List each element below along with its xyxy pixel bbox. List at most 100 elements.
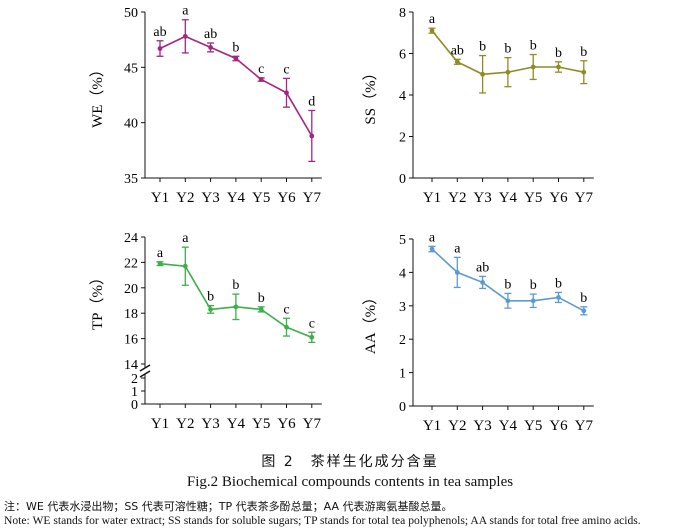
chart3-y-tick-label: 20 [124, 282, 138, 297]
chart2-data-point [505, 69, 511, 75]
chart1-significance-letter: ab [204, 27, 217, 42]
chart4-data-point [454, 270, 460, 275]
chart3-data-point [284, 324, 289, 330]
chart3-x-tick-label: Y2 [176, 416, 194, 432]
chart2-y-tick-label: 2 [399, 131, 406, 146]
chart1-significance-letter: d [308, 94, 315, 109]
chart4-significance-letter: b [504, 277, 511, 292]
chart3-y-tick-label: 18 [124, 307, 138, 322]
chart3-significance-letter: c [309, 316, 315, 331]
chart4-y-tick-label: 3 [399, 300, 406, 315]
chart4-significance-letter: a [454, 241, 461, 256]
chart2-x-tick-label: Y2 [448, 190, 466, 206]
chart2-x-tick-label: Y3 [473, 190, 491, 206]
chart2-y-tick-label: 0 [399, 172, 406, 187]
chart4-data-point [480, 280, 485, 285]
chart1-data-point [258, 77, 264, 82]
chart1-data-point [233, 56, 239, 61]
chart3-y-tick-label: 24 [124, 231, 138, 246]
caption-english: Fig.2 Biochemical compounds contents in … [186, 474, 514, 490]
chart2-data-point [480, 71, 485, 77]
chart3-data-point [309, 334, 315, 340]
chart1-x-tick-label: Y5 [252, 190, 270, 206]
chart2-y-tick-label: 6 [399, 48, 406, 63]
chart2-significance-letter: b [530, 39, 537, 54]
chart1-y-tick-label: 40 [124, 117, 138, 132]
chart3-axis-break-mark [139, 370, 151, 378]
chart2-data-point [530, 64, 536, 70]
chart3-significance-letter: c [283, 302, 289, 317]
chart3-y-tick-label-lower: 2 [131, 372, 138, 387]
chart4-x-tick-label: Y5 [524, 418, 542, 434]
chart4-y-tick-label: 0 [399, 400, 406, 415]
chart3-significance-letter: a [182, 231, 189, 246]
chart3-y-tick-label: 14 [124, 358, 138, 373]
chart1-x-tick-label: Y3 [201, 190, 219, 206]
chart2-x-tick-label: Y6 [549, 190, 568, 206]
chart4-data-point [581, 308, 587, 314]
chart1-x-tick-label: Y1 [151, 190, 169, 206]
chart4-significance-letter: a [429, 230, 436, 245]
chart3-axis-break-mark [139, 364, 151, 372]
chart2-significance-letter: a [429, 12, 436, 27]
chart1-data-point [182, 33, 188, 39]
chart4-x-tick-label: Y1 [423, 418, 441, 434]
chart3-x-tick-label: Y4 [227, 416, 246, 432]
chart3-x-tick-label: Y1 [151, 416, 169, 432]
chart3-significance-letter: b [232, 278, 239, 293]
chart4-data-point [556, 295, 561, 300]
chart4-x-tick-label: Y6 [549, 418, 568, 434]
chart2-significance-letter: b [504, 42, 511, 57]
chart2-significance-letter: b [479, 40, 486, 55]
chart1-x-tick-label: Y6 [277, 190, 296, 206]
chart1-y-axis-label: WE（%） [89, 62, 106, 128]
chart3-data-point [208, 306, 214, 312]
chart4-y-tick-label: 4 [399, 266, 406, 281]
chart3-significance-letter: b [207, 290, 214, 305]
caption-chinese: 图 2 茶样生化成分含量 [261, 454, 439, 470]
chart4-y-tick-label: 2 [399, 333, 406, 348]
chart3-significance-letter: b [258, 291, 265, 306]
chart1-significance-letter: b [232, 40, 239, 55]
chart1-y-tick-label: 35 [124, 172, 138, 187]
chart3-x-tick-label: Y5 [252, 416, 270, 432]
chart3-significance-letter: a [157, 246, 164, 261]
chart2-significance-letter: b [580, 45, 587, 60]
chart4-data-point [429, 246, 435, 252]
chart1-data-point [208, 45, 214, 50]
chart3-x-tick-label: Y3 [201, 416, 219, 432]
chart1-significance-letter: ab [153, 25, 166, 40]
chart4-significance-letter: b [530, 278, 537, 293]
chart4-y-tick-label: 1 [399, 367, 406, 382]
chart3-data-point [157, 261, 163, 267]
chart1-data-point [157, 46, 163, 51]
chart2-y-tick-label: 4 [399, 89, 406, 104]
chart2-data-point [556, 64, 561, 70]
chart2-y-tick-label: 8 [399, 6, 406, 21]
chart2-x-tick-label: Y5 [524, 190, 542, 206]
chart2-x-tick-label: Y4 [499, 190, 518, 206]
chart4-x-tick-label: Y4 [499, 418, 518, 434]
chart4-data-point [505, 298, 511, 304]
chart4-x-tick-label: Y2 [448, 418, 466, 434]
chart4-y-tick-label: 5 [399, 233, 406, 248]
chart3-y-tick-label: 16 [124, 333, 138, 348]
chart1-x-tick-label: Y7 [303, 190, 322, 206]
chart4-significance-letter: b [580, 291, 587, 306]
chart3-data-point [182, 263, 188, 269]
chart2-significance-letter: b [555, 46, 562, 61]
chart1-y-tick-label: 50 [124, 6, 138, 21]
chart1-data-point [309, 133, 315, 139]
chart3-x-tick-label: Y7 [303, 416, 322, 432]
chart3-data-point [233, 304, 239, 310]
chart3-y-tick-label-lower: 0 [131, 398, 138, 413]
chart1-y-tick-label: 45 [124, 61, 138, 76]
note-english: Note: WE stands for water extract; SS st… [4, 514, 641, 527]
chart2-y-axis-label: SS（%） [362, 65, 379, 124]
chart1-significance-letter: c [283, 62, 289, 77]
chart2-data-point [454, 59, 460, 65]
chart4-x-tick-label: Y3 [473, 418, 491, 434]
note-chinese: 注：WE 代表水浸出物；SS 代表可溶性糖；TP 代表茶多酚总量；AA 代表游离… [4, 500, 453, 513]
chart2-x-tick-label: Y1 [423, 190, 441, 206]
